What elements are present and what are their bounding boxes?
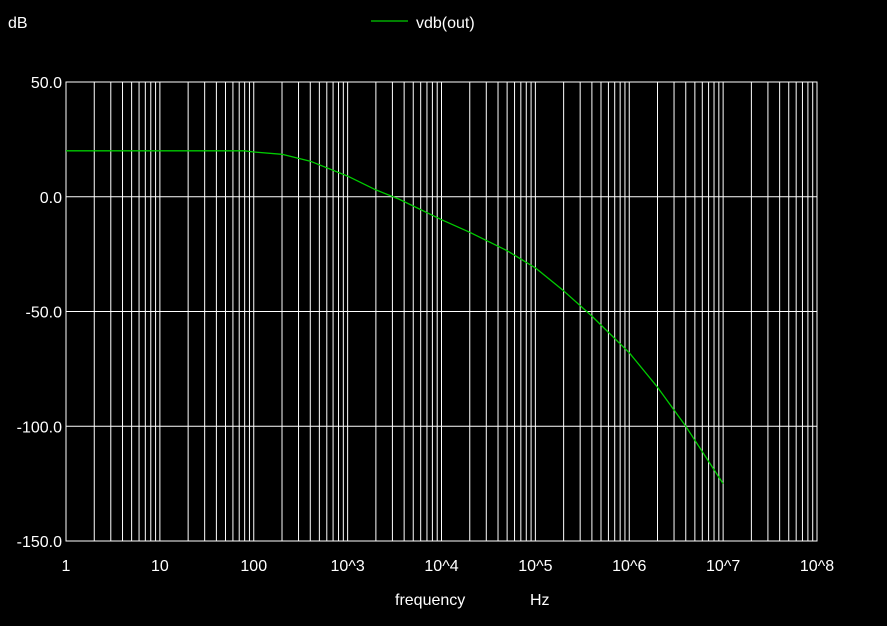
x-tick-label: 10^4	[424, 558, 458, 575]
legend-label: vdb(out)	[416, 15, 475, 32]
x-tick-label: 100	[240, 558, 267, 575]
y-tick-label: -150.0	[17, 534, 62, 551]
series-line-vdb-out	[66, 150, 724, 484]
x-axis-unit: Hz	[530, 592, 550, 609]
x-tick-label: 1	[62, 558, 71, 575]
y-tick-label: 0.0	[40, 190, 62, 207]
grid	[65, 81, 818, 542]
x-tick-label: 10	[151, 558, 169, 575]
x-axis-label: frequency	[395, 592, 465, 609]
y-tick-label: -100.0	[17, 419, 62, 436]
y-tick-label: 50.0	[31, 75, 62, 92]
tick-labels: 1 10 100 10^3 10^4 10^5 10^6 10^7 10^8 50.0 0.0 -50…	[17, 75, 835, 575]
x-tick-label: 10^8	[800, 558, 834, 575]
x-tick-label: 10^3	[331, 558, 365, 575]
plot-frame	[65, 81, 818, 542]
y-tick-label: -50.0	[26, 305, 63, 322]
x-tick-label: 10^5	[518, 558, 552, 575]
series-layer	[66, 150, 724, 484]
x-tick-label: 10^7	[706, 558, 740, 575]
y-axis-label: dB	[8, 15, 28, 32]
x-tick-label: 10^6	[612, 558, 646, 575]
